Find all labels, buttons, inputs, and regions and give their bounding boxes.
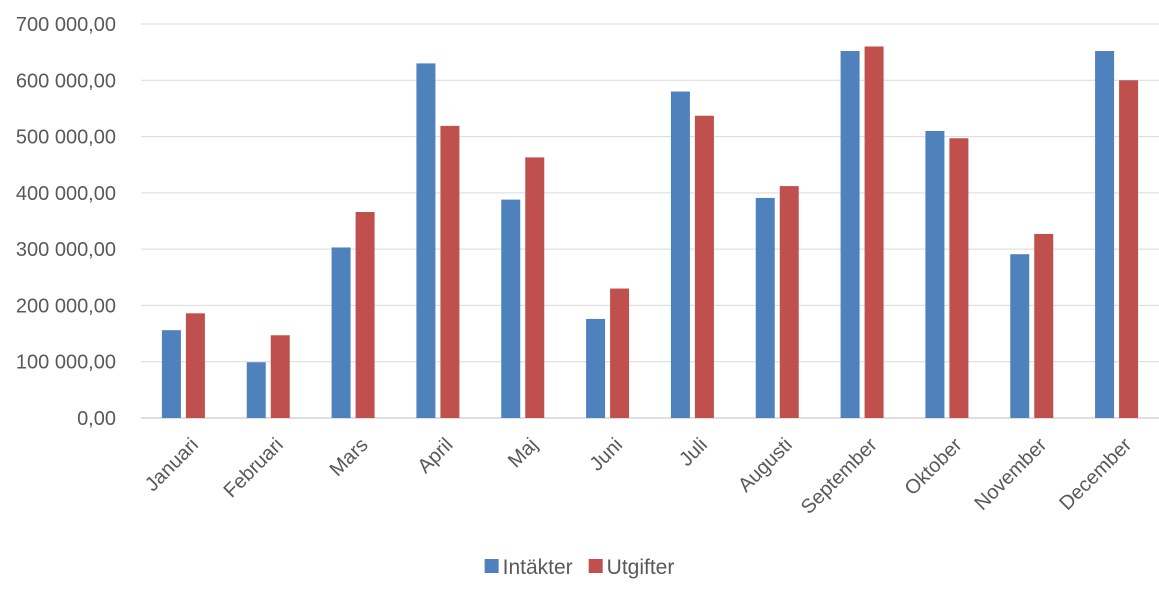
bar-utgifter-november (1034, 233, 1054, 418)
x-tick-label: December (1055, 434, 1136, 515)
x-tick-label: November (970, 434, 1051, 515)
bar-utgifter-januari (185, 313, 205, 418)
x-tick-label: Mars (326, 434, 373, 481)
y-tick-label: 300 000,00 (16, 239, 116, 261)
x-tick-label: Januari (141, 434, 203, 496)
bar-utgifter-september (864, 46, 884, 419)
x-tick-label: Februari (220, 434, 288, 502)
y-tick-label: 600 000,00 (16, 70, 116, 92)
y-tick-label: 100 000,00 (16, 352, 116, 374)
bar-intakter-juli (670, 91, 690, 419)
bar-intakter-januari (161, 330, 181, 418)
legend-swatch (484, 559, 499, 573)
bar-intakter-april (416, 63, 436, 419)
bar-intakter-mars (331, 247, 351, 418)
x-tick-label: Augusti (734, 434, 797, 497)
legend-item-intakter: Intäkter (484, 556, 573, 579)
bars (161, 46, 1139, 419)
bar-intakter-september (840, 51, 860, 418)
bar-intakter-augusti (755, 197, 775, 418)
legend-label: Utgifter (607, 556, 675, 579)
bar-utgifter-oktober (949, 138, 969, 418)
legend-item-utgifter: Utgifter (588, 556, 675, 579)
x-tick-label: Juni (586, 434, 628, 476)
x-tick-label: Oktober (901, 434, 967, 500)
bar-utgifter-februari (270, 335, 290, 418)
y-tick-label: 0,00 (77, 408, 116, 430)
x-tick-label: April (414, 434, 458, 478)
y-tick-label: 400 000,00 (16, 183, 116, 205)
bar-intakter-juni (586, 318, 606, 418)
x-tick-label: Juli (675, 434, 712, 471)
x-tick-label: September (797, 434, 882, 519)
bar-utgifter-juni (610, 288, 630, 418)
bar-utgifter-april (440, 125, 460, 419)
bar-utgifter-december (1119, 80, 1139, 419)
y-tick-label: 700 000,00 (16, 14, 116, 36)
legend-label: Intäkter (503, 556, 573, 579)
bar-utgifter-juli (694, 115, 714, 418)
bar-utgifter-maj (525, 157, 545, 418)
bar-intakter-november (1010, 254, 1030, 418)
y-axis-tick-labels: 0,00 100 000,00 200 000,00 300 000,00 400 00… (16, 14, 116, 430)
y-tick-label: 500 000,00 (16, 127, 116, 149)
bar-intakter-december (1095, 51, 1115, 418)
bar-intakter-oktober (925, 130, 945, 418)
y-tick-label: 200 000,00 (16, 295, 116, 317)
bar-intakter-maj (501, 199, 521, 418)
gridlines (141, 23, 1159, 419)
legend-swatch (588, 559, 603, 573)
bar-utgifter-mars (355, 211, 375, 418)
x-tick-label: Maj (504, 434, 542, 472)
bar-intakter-februari (246, 362, 266, 418)
x-axis: Januari Februari Mars April Maj Juni Juli Augus… (141, 434, 1136, 519)
legend: Intäkter Utgifter (484, 556, 675, 579)
bar-utgifter-augusti (779, 186, 799, 418)
